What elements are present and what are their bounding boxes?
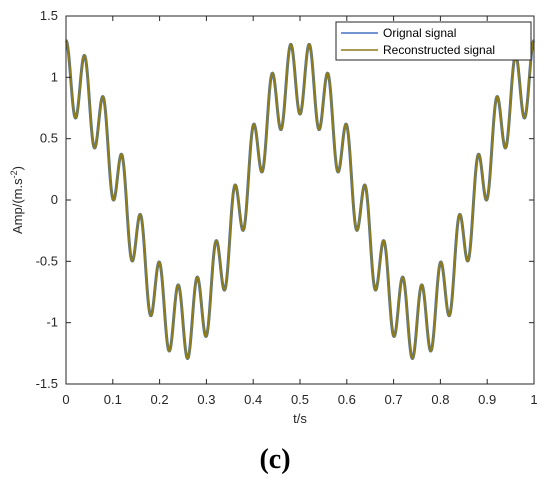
x-axis-label: t/s bbox=[293, 411, 307, 426]
y-axis-label: Amp/(m.s-2) bbox=[9, 166, 25, 234]
x-tick-label: 0 bbox=[62, 392, 69, 407]
x-tick-label: 0.2 bbox=[151, 392, 169, 407]
series-line-reconstructed bbox=[65, 39, 535, 360]
y-axis-label-base: Amp/(m.s bbox=[10, 178, 25, 234]
x-tick-label: 0.5 bbox=[291, 392, 309, 407]
figure-caption: (c) bbox=[259, 444, 291, 475]
axis-layer: 0 0.1 0.2 0.3 0.4 0.5 0.6 0.7 0.8 0.9 1 -1.5 -1 -0.5 0… bbox=[36, 8, 538, 407]
plot-area bbox=[66, 16, 534, 384]
y-tick-label: 0 bbox=[51, 192, 58, 207]
plot-frame bbox=[65, 15, 535, 385]
legend-label: Orignal signal bbox=[383, 26, 456, 40]
x-tick-label: 0.8 bbox=[431, 392, 449, 407]
y-tick-label: -0.5 bbox=[36, 253, 58, 268]
x-tick-label: 0.3 bbox=[197, 392, 215, 407]
x-tick-label: 0.4 bbox=[244, 392, 262, 407]
x-tick-label: 0.7 bbox=[385, 392, 403, 407]
x-tick-label: 0.1 bbox=[104, 392, 122, 407]
y-tick-label: 1 bbox=[51, 69, 58, 84]
series-layer bbox=[64, 39, 536, 360]
y-tick-label: -1.5 bbox=[36, 376, 58, 391]
y-axis-label-sup: -2 bbox=[9, 170, 19, 178]
legend: Orignal signal Reconstructed signal bbox=[335, 21, 532, 61]
x-tick-label: 0.6 bbox=[338, 392, 356, 407]
x-tick-label: 0.9 bbox=[478, 392, 496, 407]
legend-box bbox=[335, 21, 532, 61]
y-tick-label: 0.5 bbox=[40, 131, 58, 146]
x-tick-label: 1 bbox=[530, 392, 537, 407]
y-tick-label: 1.5 bbox=[40, 8, 58, 23]
y-tick-label: -1 bbox=[46, 315, 58, 330]
legend-label: Reconstructed signal bbox=[383, 43, 495, 57]
y-axis-label-tail: ) bbox=[10, 166, 25, 170]
